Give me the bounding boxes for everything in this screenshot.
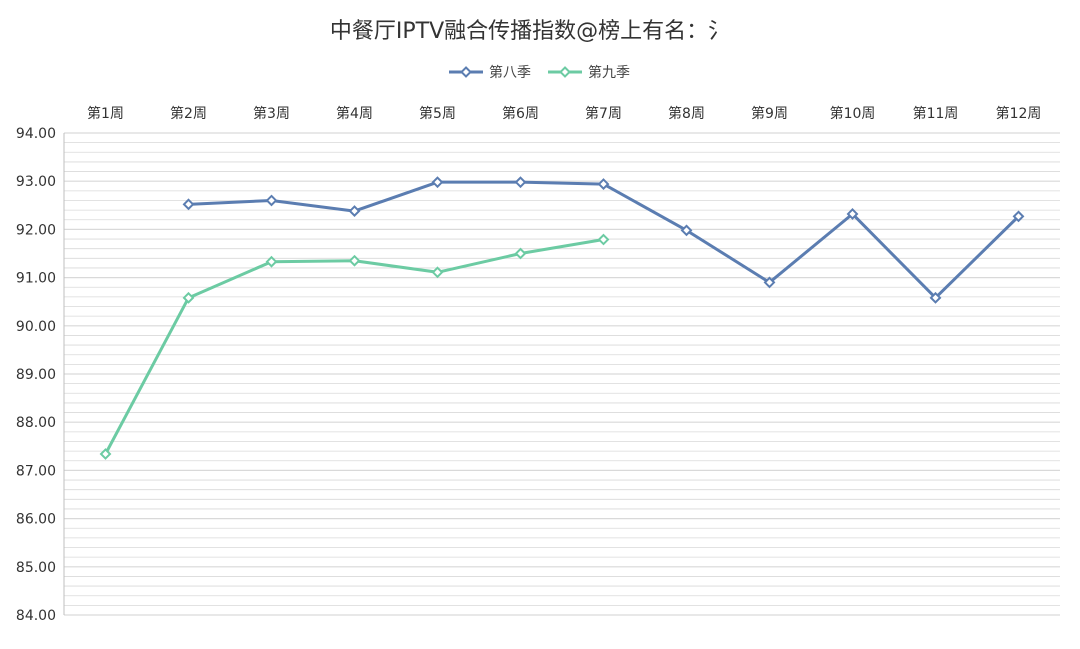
data-point: [680, 224, 693, 237]
data-point: [265, 194, 278, 207]
x-tick-label: 第10周: [830, 105, 876, 122]
x-tick-label: 第6周: [502, 105, 539, 122]
x-tick-label: 第2周: [170, 105, 207, 122]
x-tick-label: 第7周: [585, 105, 622, 122]
y-tick-label: 87.00: [16, 463, 56, 479]
axes: 84.00 85.00 86.00 87.00 88.00 89.00 90.00 91.00…: [16, 105, 1042, 624]
legend-swatch-marker: [559, 66, 571, 78]
data-point: [348, 254, 361, 267]
chart-title: 中餐厅IPTV融合传播指数@榜上有名：氵: [330, 19, 730, 44]
data-point: [99, 448, 112, 460]
data-point: [348, 205, 361, 217]
data-point: [763, 276, 776, 289]
y-tick-label: 92.00: [16, 222, 56, 238]
legend-label: 第八季: [489, 64, 531, 81]
data-point: [431, 176, 444, 189]
data-point: [182, 291, 195, 304]
x-tick-label: 第1周: [87, 105, 124, 122]
legend-label: 第九季: [588, 64, 630, 81]
x-tick-label: 第8周: [668, 105, 705, 122]
data-point: [514, 247, 527, 260]
x-tick-label: 第3周: [253, 105, 290, 122]
data-point: [846, 208, 859, 220]
data-point: [929, 291, 942, 304]
series-points: [99, 176, 1025, 460]
y-tick-label: 93.00: [16, 174, 56, 190]
y-tick-label: 89.00: [16, 367, 56, 383]
y-tick-label: 90.00: [16, 319, 56, 335]
data-point: [265, 255, 278, 268]
x-tick-label: 第12周: [996, 105, 1042, 122]
x-tick-label: 第5周: [419, 105, 456, 122]
data-point: [182, 198, 195, 211]
legend: 第八季 第九季: [449, 64, 630, 81]
y-tick-label: 88.00: [16, 415, 56, 431]
x-tick-label: 第11周: [913, 105, 959, 122]
data-point: [431, 266, 444, 279]
grid: [64, 132, 1060, 616]
y-tick-label: 86.00: [16, 512, 56, 528]
x-tick-label: 第9周: [751, 105, 788, 122]
y-tick-label: 84.00: [16, 608, 56, 624]
y-tick-label: 91.00: [16, 271, 56, 287]
data-point: [1012, 210, 1025, 223]
data-point: [597, 178, 610, 191]
legend-swatch-marker: [460, 66, 472, 78]
data-point: [597, 233, 610, 246]
x-tick-label: 第4周: [336, 105, 373, 122]
data-point: [514, 176, 527, 189]
y-tick-label: 94.00: [16, 126, 56, 142]
series-lines: [104, 180, 1020, 456]
y-tick-label: 85.00: [16, 560, 56, 576]
